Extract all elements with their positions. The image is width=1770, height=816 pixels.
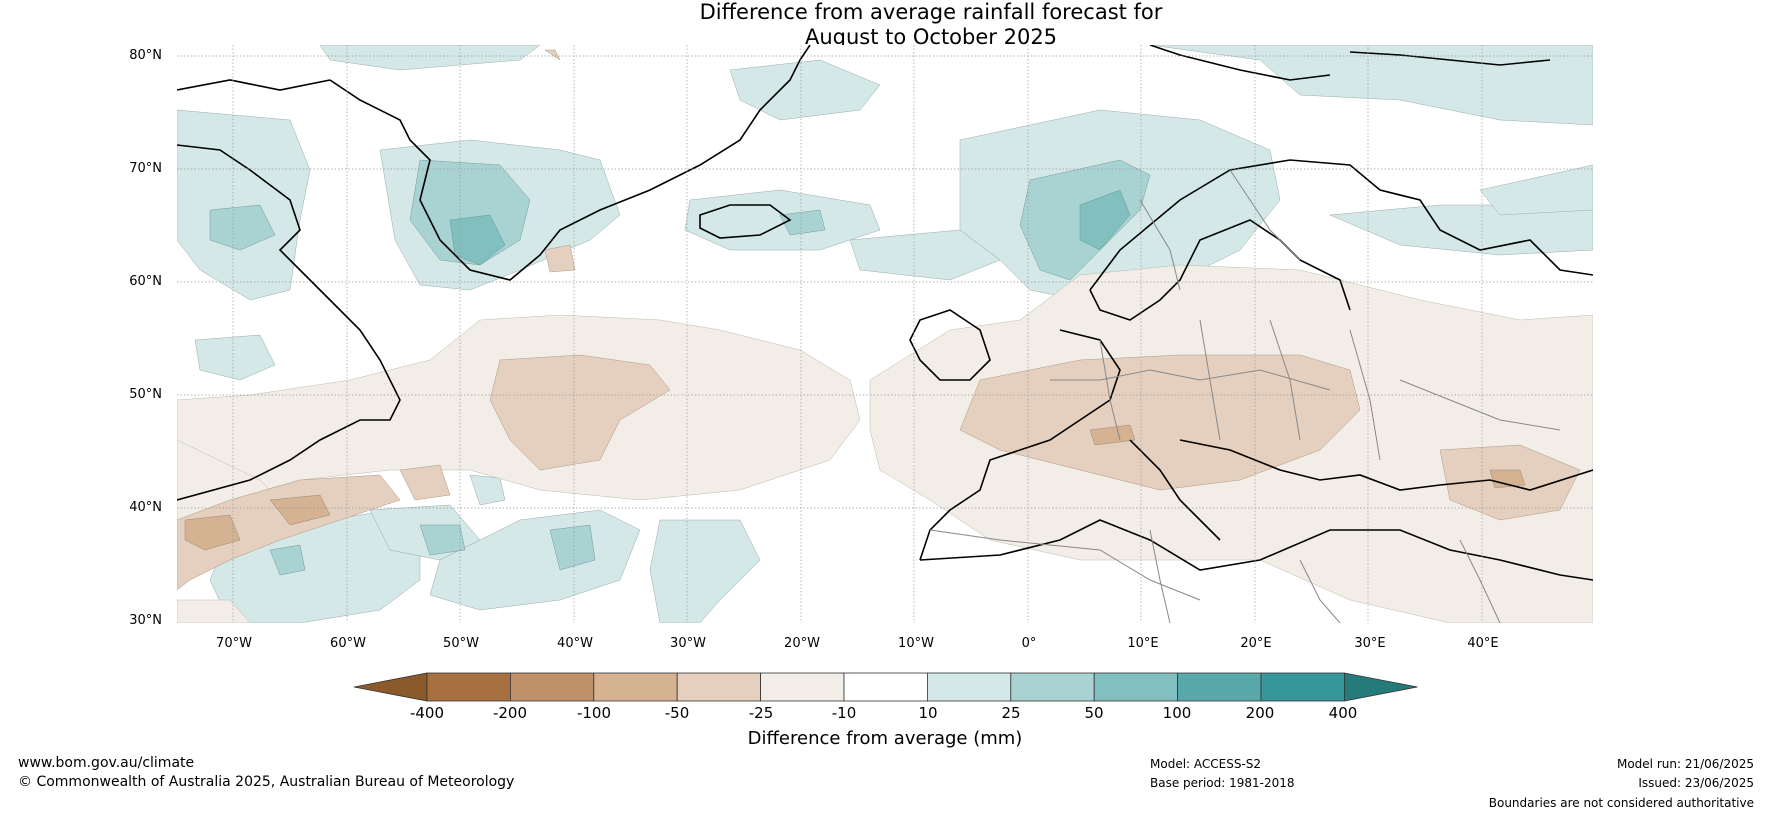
website-link[interactable]: www.bom.gov.au/climate xyxy=(18,755,195,771)
colorbar-segment xyxy=(426,672,511,702)
lon-label-50w: 50°W xyxy=(443,636,479,651)
lat-label-40n: 40°N xyxy=(129,500,162,515)
colorbar-segment xyxy=(1010,672,1095,702)
dry-anomaly-regions-strong xyxy=(184,424,1526,551)
colorbar-segment xyxy=(843,672,928,702)
colorbar-tick: 50 xyxy=(1084,704,1104,722)
country-borders xyxy=(929,169,1561,623)
colorbar-tick: 10 xyxy=(918,704,938,722)
model-run-date: Model run: 21/06/2025 xyxy=(1616,757,1754,771)
colorbar-tick: 400 xyxy=(1328,704,1358,722)
lon-label-0: 0° xyxy=(1021,636,1037,651)
colorbar-tick: 200 xyxy=(1245,704,1275,722)
colorbar-tick: -100 xyxy=(576,704,612,722)
colorbar-segment xyxy=(927,672,1012,702)
issued-date: Issued: 23/06/2025 xyxy=(1638,776,1754,790)
base-period: Base period: 1981-2018 xyxy=(1150,776,1295,790)
colorbar-segment xyxy=(1093,672,1178,702)
colorbar-tick: 100 xyxy=(1162,704,1192,722)
colorbar-tick: -200 xyxy=(492,704,528,722)
lon-label-30e: 30°E xyxy=(1354,636,1386,651)
lon-label-40w: 40°W xyxy=(557,636,593,651)
colorbar-segment xyxy=(509,672,595,702)
wet-anomaly-regions-strongest xyxy=(449,189,1131,266)
copyright-text: © Commonwealth of Australia 2025, Austra… xyxy=(18,774,515,790)
gridlines xyxy=(177,45,1593,623)
colorbar-segment xyxy=(1260,672,1345,702)
coastlines xyxy=(177,45,1593,581)
disclaimer: Boundaries are not considered authoritat… xyxy=(1488,796,1754,810)
colorbar xyxy=(353,672,1418,702)
colorbar-segment xyxy=(760,672,845,702)
colorbar-segment xyxy=(593,672,678,702)
colorbar-tick: -400 xyxy=(409,704,445,722)
lon-label-70w: 70°W xyxy=(216,636,252,651)
colorbar-arrow-right xyxy=(1344,672,1418,702)
lat-label-30n: 30°N xyxy=(129,613,162,628)
lon-label-20e: 20°E xyxy=(1240,636,1272,651)
lon-label-20w: 20°W xyxy=(784,636,820,651)
model-name: Model: ACCESS-S2 xyxy=(1150,757,1262,771)
colorbar-tick: 25 xyxy=(1001,704,1021,722)
lon-label-60w: 60°W xyxy=(330,636,366,651)
lat-label-50n: 50°N xyxy=(129,387,162,402)
lon-label-10w: 10°W xyxy=(898,636,934,651)
title-line-1: Difference from average rainfall forecas… xyxy=(699,0,1163,24)
colorbar-segment xyxy=(1177,672,1262,702)
lon-label-40e: 40°E xyxy=(1467,636,1499,651)
colorbar-tick: -50 xyxy=(664,704,690,722)
map-area xyxy=(177,45,1593,623)
lat-label-60n: 60°N xyxy=(129,274,162,289)
colorbar-segment xyxy=(676,672,762,702)
lat-label-80n: 80°N xyxy=(129,48,162,63)
lon-label-30w: 30°W xyxy=(670,636,706,651)
map-title: Difference from average rainfall forecas… xyxy=(0,0,1770,50)
colorbar-label: Difference from average (mm) xyxy=(747,728,1023,749)
lon-label-10e: 10°E xyxy=(1127,636,1159,651)
colorbar-tick: -10 xyxy=(831,704,857,722)
colorbar-tick: -25 xyxy=(748,704,774,722)
colorbar-arrow-left xyxy=(353,672,428,702)
lat-label-70n: 70°N xyxy=(129,161,162,176)
